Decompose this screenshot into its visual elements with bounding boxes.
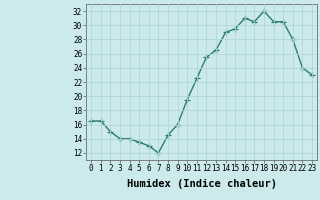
X-axis label: Humidex (Indice chaleur): Humidex (Indice chaleur) (127, 179, 276, 189)
